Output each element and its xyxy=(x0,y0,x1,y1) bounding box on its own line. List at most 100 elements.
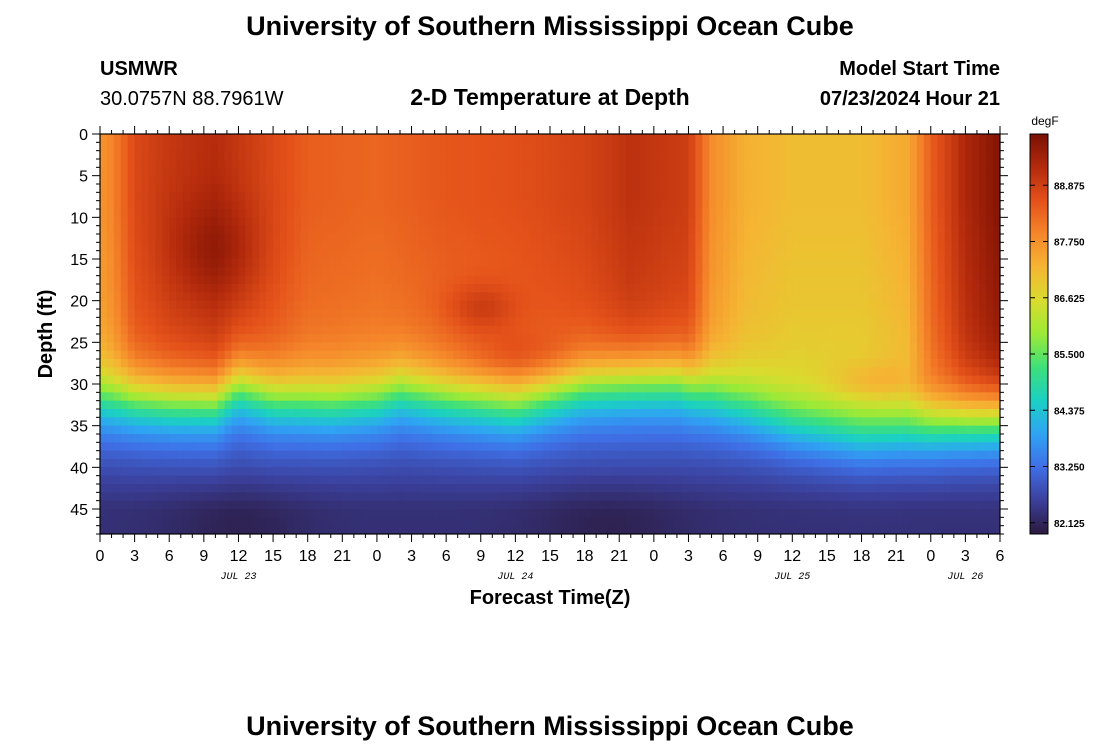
heatmap-cell xyxy=(543,242,551,252)
heatmap-cell xyxy=(861,275,870,285)
heatmap-cell xyxy=(826,392,835,402)
heatmap-cell xyxy=(466,225,475,235)
heatmap-cell xyxy=(376,434,385,443)
heatmap-cell xyxy=(453,267,461,277)
heatmap-cell xyxy=(120,325,129,335)
heatmap-cell xyxy=(889,259,897,268)
heatmap-cell xyxy=(806,250,814,260)
heatmap-cell xyxy=(432,409,440,418)
heatmap-cell xyxy=(785,217,793,227)
heatmap-cell xyxy=(833,317,842,327)
heatmap-cell xyxy=(563,234,572,243)
heatmap-cell xyxy=(460,142,468,152)
heatmap-cell xyxy=(702,242,710,252)
heatmap-cell xyxy=(854,417,863,427)
heatmap-cell xyxy=(556,234,565,243)
heatmap-cell xyxy=(314,350,323,360)
heatmap-cell xyxy=(487,367,496,377)
heatmap-cell xyxy=(100,409,108,418)
heatmap-cell xyxy=(446,367,454,377)
heatmap-cell xyxy=(556,142,565,152)
heatmap-cell xyxy=(120,300,129,310)
heatmap-cell xyxy=(709,192,717,202)
heatmap-cell xyxy=(903,325,911,335)
heatmap-cell xyxy=(626,242,634,252)
heatmap-cell xyxy=(196,259,205,268)
heatmap-cell xyxy=(979,300,987,310)
heatmap-cell xyxy=(903,384,911,393)
heatmap-cell xyxy=(342,400,350,410)
heatmap-cell xyxy=(501,417,510,427)
heatmap-cell xyxy=(640,425,648,435)
heatmap-cell xyxy=(764,384,773,393)
heatmap-cell xyxy=(280,317,288,327)
heatmap-cell xyxy=(695,417,703,427)
heatmap-cell xyxy=(785,175,793,185)
heatmap-cell xyxy=(494,434,503,443)
heatmap-cell xyxy=(889,400,897,410)
heatmap-cell xyxy=(217,417,226,427)
heatmap-cell xyxy=(619,442,627,452)
heatmap-cell xyxy=(854,150,863,160)
heatmap-cell xyxy=(231,175,240,185)
heatmap-cell xyxy=(425,375,433,385)
heatmap-cell xyxy=(806,334,814,343)
heatmap-cell xyxy=(619,259,627,268)
heatmap-cell xyxy=(328,400,336,410)
heatmap-cell xyxy=(404,159,413,168)
heatmap-cell xyxy=(307,184,316,193)
heatmap-cell xyxy=(134,400,143,410)
heatmap-cell xyxy=(245,242,253,252)
heatmap-cell xyxy=(944,200,953,210)
heatmap-cell xyxy=(563,359,572,368)
heatmap-cell xyxy=(100,309,108,318)
heatmap-cell xyxy=(653,184,662,193)
heatmap-cell xyxy=(321,142,330,152)
heatmap-cell xyxy=(522,184,530,193)
heatmap-cell xyxy=(376,292,385,302)
heatmap-cell xyxy=(986,292,994,302)
heatmap-cell xyxy=(993,275,1000,285)
heatmap-cell xyxy=(259,150,267,160)
heatmap-cell xyxy=(196,417,205,427)
heatmap-cell xyxy=(335,234,343,243)
heatmap-cell xyxy=(508,309,516,318)
heatmap-cell xyxy=(875,234,883,243)
heatmap-cell xyxy=(245,392,253,402)
heatmap-cell xyxy=(875,317,883,327)
heatmap-cell xyxy=(522,284,530,293)
heatmap-cell xyxy=(556,150,565,160)
heatmap-cell xyxy=(757,284,766,293)
heatmap-cell xyxy=(882,242,890,252)
heatmap-cell xyxy=(605,209,613,218)
heatmap-cell xyxy=(750,234,759,243)
heatmap-cell xyxy=(106,334,115,343)
heatmap-cell xyxy=(508,167,516,177)
heatmap-cell xyxy=(605,259,613,268)
heatmap-cell xyxy=(418,209,426,218)
heatmap-cell xyxy=(273,259,281,268)
heatmap-cell xyxy=(203,442,212,452)
heatmap-cell xyxy=(390,209,399,218)
heatmap-cell xyxy=(543,259,551,268)
heatmap-cell xyxy=(861,367,870,377)
heatmap-cell xyxy=(342,167,350,177)
heatmap-cell xyxy=(356,150,364,160)
heatmap-cell xyxy=(889,284,897,293)
heatmap-cell xyxy=(598,325,606,335)
heatmap-cell xyxy=(640,150,648,160)
heatmap-cell xyxy=(120,234,129,243)
heatmap-cell xyxy=(266,442,274,452)
heatmap-cell xyxy=(349,434,357,443)
heatmap-cell xyxy=(120,142,129,152)
heatmap-cell xyxy=(176,142,184,152)
heatmap-cell xyxy=(550,375,558,385)
heatmap-cell xyxy=(314,242,323,252)
heatmap-cell xyxy=(363,259,371,268)
heatmap-cell xyxy=(709,292,717,302)
heatmap-cell xyxy=(799,434,807,443)
heatmap-cell xyxy=(612,409,620,418)
heatmap-cell xyxy=(840,442,849,452)
heatmap-cell xyxy=(792,442,800,452)
heatmap-cell xyxy=(674,192,683,202)
